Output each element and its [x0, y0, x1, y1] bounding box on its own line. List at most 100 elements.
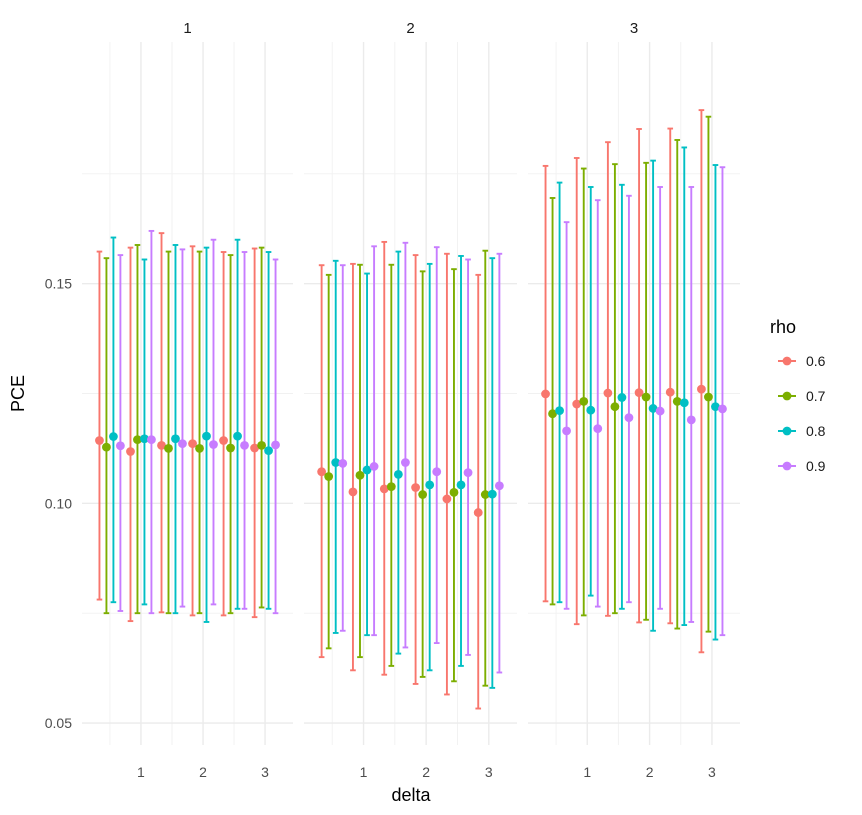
- series-0.7: [324, 249, 490, 687]
- series-0.8: [331, 250, 497, 689]
- error-bar: [489, 257, 496, 689]
- error-bar: [563, 221, 570, 610]
- data-point: [348, 487, 358, 497]
- error-bar: [103, 257, 110, 615]
- error-bar: [388, 263, 395, 667]
- error-bar: [110, 236, 117, 604]
- error-bar: [482, 249, 489, 687]
- data-point: [548, 409, 557, 419]
- error-bar: [542, 164, 549, 603]
- error-bar: [332, 259, 339, 634]
- data-point: [718, 404, 727, 414]
- data-point: [324, 472, 334, 481]
- x-tick-label: 3: [485, 764, 493, 780]
- data-point: [449, 487, 459, 497]
- error-bar: [674, 139, 681, 630]
- error-bar: [325, 273, 332, 650]
- error-bar: [458, 255, 464, 667]
- error-bar: [444, 252, 450, 696]
- series-0.6: [95, 232, 260, 623]
- data-point: [679, 398, 689, 408]
- error-bar: [667, 127, 674, 625]
- series-0.8: [555, 146, 720, 641]
- error-bar: [433, 246, 440, 645]
- data-point: [463, 468, 473, 477]
- error-bar: [643, 161, 649, 621]
- legend-item-0.6: 0.6: [778, 353, 826, 369]
- data-point: [240, 440, 249, 450]
- data-point: [432, 467, 442, 477]
- legend: rho 0.6 0.7 0.8 0.9: [770, 317, 826, 474]
- data-point: [171, 434, 180, 444]
- error-bar: [395, 250, 402, 655]
- data-point: [473, 508, 483, 517]
- error-bar: [705, 115, 712, 633]
- data-point: [95, 436, 104, 445]
- data-point: [133, 435, 142, 445]
- error-bar: [265, 251, 272, 610]
- data-point: [541, 389, 550, 399]
- data-point: [202, 431, 211, 441]
- series-0.6: [317, 240, 483, 710]
- error-bar: [451, 268, 457, 683]
- legend-label: 0.7: [806, 388, 826, 404]
- error-bar: [272, 258, 279, 615]
- error-bar: [165, 250, 172, 615]
- error-bar: [688, 186, 695, 623]
- data-point: [264, 446, 273, 456]
- series-0.9: [562, 166, 727, 637]
- data-point: [480, 490, 490, 499]
- error-bar: [412, 254, 419, 685]
- data-point: [672, 397, 682, 406]
- error-bar: [141, 258, 148, 606]
- error-bar: [96, 250, 103, 601]
- error-bar: [134, 244, 141, 615]
- error-bar: [626, 194, 632, 604]
- error-bar: [475, 273, 482, 710]
- data-point: [147, 435, 156, 445]
- data-point: [209, 440, 218, 449]
- data-point: [593, 424, 603, 434]
- data-point: [603, 388, 613, 398]
- data-point: [188, 439, 197, 448]
- legend-label: 0.6: [806, 353, 826, 369]
- data-point: [648, 404, 658, 413]
- error-bar: [210, 238, 217, 606]
- data-point: [257, 440, 266, 450]
- series-0.9: [338, 241, 504, 674]
- data-point: [379, 484, 389, 494]
- facet-panels: 1 1 2 3 0.05 0.10 0.15 2 1 2 3 3 1 2 3: [45, 20, 740, 780]
- data-point: [624, 413, 634, 423]
- error-bar: [148, 229, 155, 615]
- error-bar: [127, 246, 134, 623]
- error-bar: [657, 186, 663, 610]
- series-0.8: [109, 236, 273, 623]
- y-tick-label: 0.15: [45, 276, 72, 292]
- data-point: [102, 442, 111, 452]
- data-point: [425, 480, 435, 490]
- data-point: [617, 393, 627, 402]
- data-point: [442, 494, 452, 504]
- data-point: [219, 436, 228, 445]
- data-point: [586, 405, 596, 415]
- data-point: [456, 480, 466, 490]
- data-point: [195, 444, 204, 453]
- data-point: [126, 447, 135, 456]
- x-tick-label: 2: [199, 764, 207, 780]
- error-bar: [220, 251, 227, 617]
- legend-item-0.7: 0.7: [778, 388, 826, 404]
- data-point: [386, 482, 396, 492]
- data-point: [226, 443, 235, 453]
- error-bar: [117, 254, 124, 612]
- data-point: [250, 443, 260, 453]
- data-point: [331, 458, 341, 467]
- x-tick-label: 2: [646, 764, 654, 780]
- data-point: [697, 384, 706, 394]
- data-point: [579, 397, 589, 406]
- x-tick-label: 1: [360, 764, 368, 780]
- data-point: [233, 431, 242, 441]
- data-point: [555, 406, 564, 416]
- error-bar: [636, 128, 642, 624]
- series-0.6: [541, 109, 706, 654]
- facet-strip-label: 3: [630, 20, 638, 37]
